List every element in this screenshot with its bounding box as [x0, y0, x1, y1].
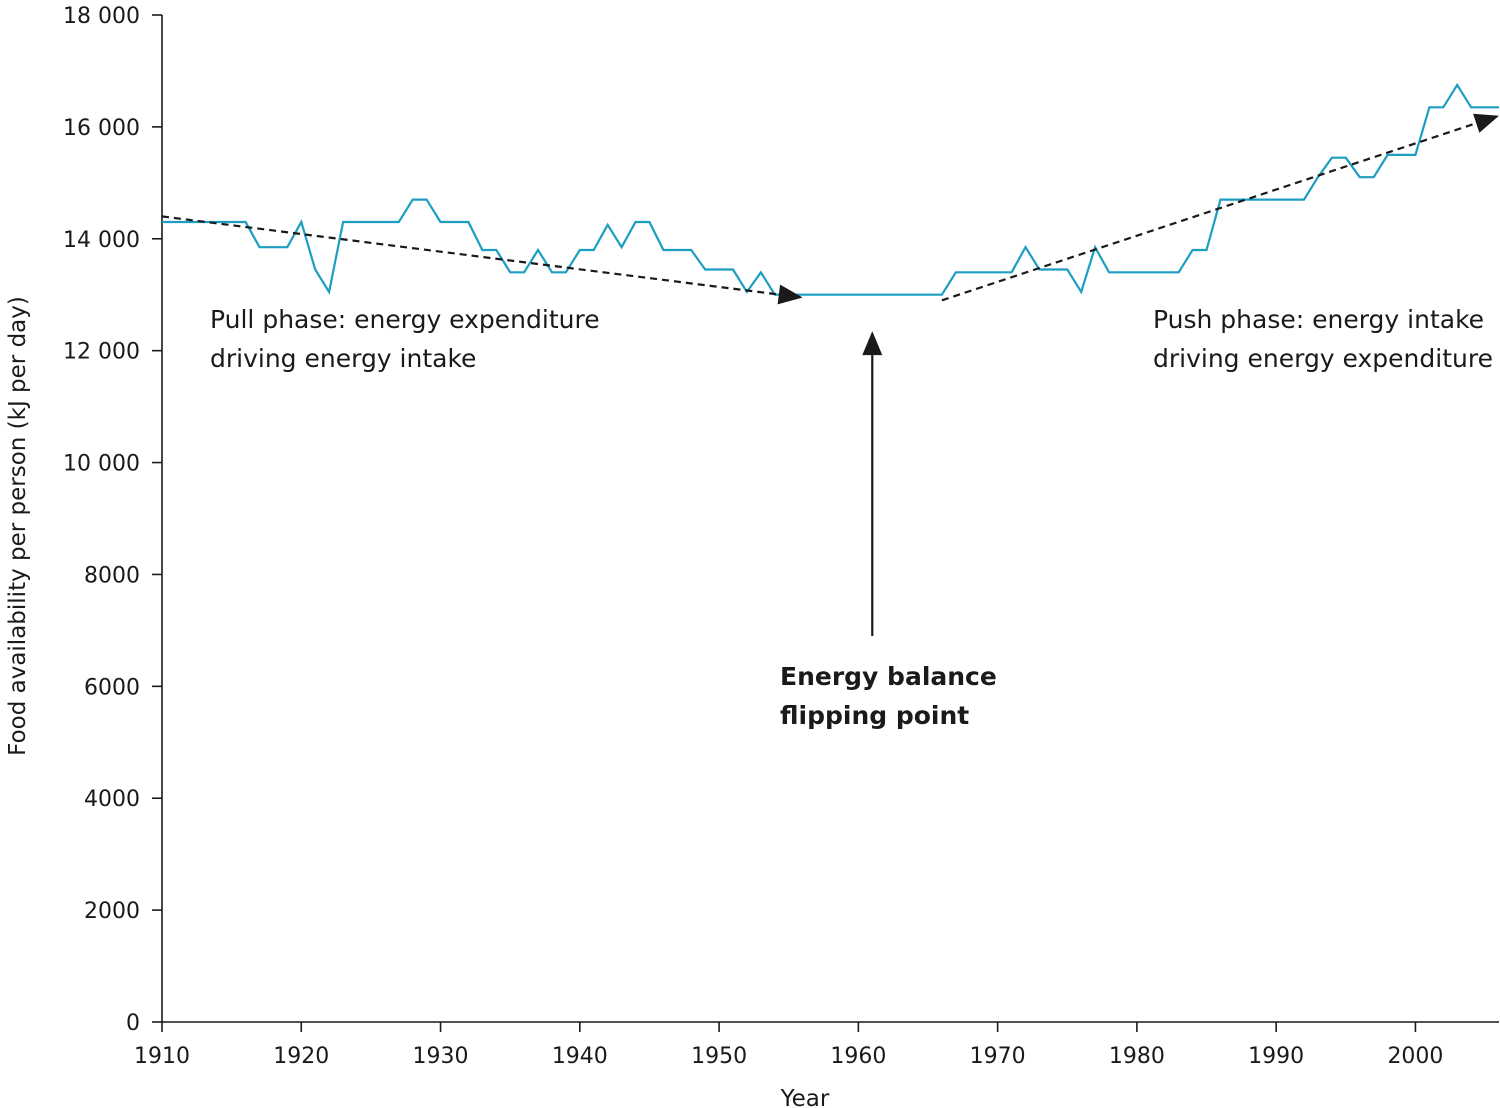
x-tick-label: 1970: [970, 1044, 1026, 1069]
flip-point-arrow-head: [862, 331, 883, 356]
push-trend-arrow-shaft: [941, 122, 1477, 302]
y-tick-label: 18 000: [63, 4, 140, 29]
x-tick-label: 1920: [273, 1044, 329, 1069]
x-tick-label: 1990: [1248, 1044, 1304, 1069]
flip-point-label-line1: Energy balance: [780, 662, 997, 691]
y-tick-label: 14 000: [63, 228, 140, 253]
x-tick-label: 1910: [134, 1044, 190, 1069]
y-tick-label: 8000: [84, 563, 140, 588]
axes-layer: [161, 15, 1499, 1023]
y-tick-label: 12 000: [63, 340, 140, 365]
pull-phase-label-line2: driving energy intake: [210, 344, 476, 373]
y-tick-label: 4000: [84, 787, 140, 812]
ticks-layer: 1910 1920 1930 1940 1950 1960 1970 1980 1990 2000…: [63, 4, 1443, 1069]
x-tick-label: 1980: [1109, 1044, 1165, 1069]
y-tick-label: 16 000: [63, 116, 140, 141]
push-phase-label-line1: Push phase: energy intake: [1153, 305, 1484, 334]
series-layer: [162, 82, 1499, 296]
push-trend-arrow-head: [1473, 113, 1499, 133]
y-tick-label: 2000: [84, 899, 140, 924]
y-tick-label: 10 000: [63, 452, 140, 477]
x-tick-label: 1940: [552, 1044, 608, 1069]
pull-trend-arrow-shaft: [161, 215, 779, 296]
x-tick-label: 1950: [691, 1044, 747, 1069]
pull-phase-label-line1: Pull phase: energy expenditure: [210, 305, 600, 334]
y-axis-title: Food availability per person (kJ per day…: [5, 296, 31, 756]
y-tick-label: 0: [126, 1011, 140, 1036]
x-tick-label: 1930: [413, 1044, 469, 1069]
pull-trend-arrow-head: [777, 284, 803, 305]
food-availability-line: [162, 82, 1499, 296]
flip-point-label-line2: flipping point: [780, 701, 969, 730]
y-tick-label: 6000: [84, 675, 140, 700]
push-phase-label-line2: driving energy expenditure: [1153, 344, 1493, 373]
x-axis-title: Year: [780, 1086, 830, 1108]
x-tick-label: 2000: [1387, 1044, 1443, 1069]
x-tick-label: 1960: [830, 1044, 886, 1069]
arrows-layer: [161, 113, 1499, 636]
